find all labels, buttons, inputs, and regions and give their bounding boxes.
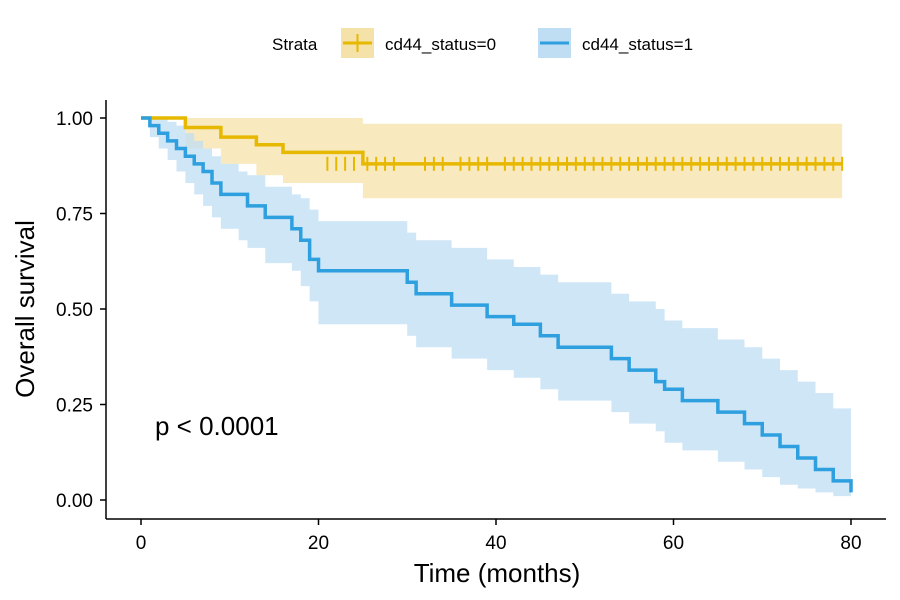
survival-lines bbox=[141, 116, 853, 493]
legend-item-1: cd44_status=1 bbox=[538, 28, 693, 58]
y-tick-label-0: 0.00 bbox=[56, 491, 93, 512]
censor-marks bbox=[326, 156, 844, 171]
x-axis-title: Time (months) bbox=[414, 558, 581, 588]
survival-line-0 bbox=[141, 116, 843, 166]
y-tick-label-4: 1.00 bbox=[56, 109, 93, 130]
y-ticks: 0.00 0.25 0.50 0.75 1.00 bbox=[56, 109, 106, 512]
y-tick-label-3: 0.75 bbox=[56, 205, 93, 226]
legend-item-0: cd44_status=0 bbox=[341, 28, 496, 58]
confidence-band-1 bbox=[141, 118, 851, 500]
legend-label-1: cd44_status=1 bbox=[582, 35, 693, 54]
confidence-bands bbox=[141, 118, 851, 500]
y-tick-label-2: 0.50 bbox=[56, 300, 93, 321]
x-ticks: 0 20 40 60 80 bbox=[136, 519, 862, 554]
x-tick-label-1: 20 bbox=[308, 533, 329, 554]
p-value-annotation: p < 0.0001 bbox=[155, 411, 279, 441]
x-tick-label-2: 40 bbox=[485, 533, 506, 554]
x-tick-label-3: 60 bbox=[663, 533, 684, 554]
legend: Strata cd44_status=0 cd44_status=1 bbox=[272, 28, 693, 58]
survival-line-1 bbox=[141, 116, 853, 493]
x-tick-label-0: 0 bbox=[136, 533, 147, 554]
confidence-band-0 bbox=[141, 118, 843, 199]
y-tick-label-1: 0.25 bbox=[56, 396, 93, 417]
legend-label-0: cd44_status=0 bbox=[385, 35, 496, 54]
y-axis-title: Overall survival bbox=[10, 220, 40, 398]
x-tick-label-4: 80 bbox=[840, 533, 861, 554]
legend-title: Strata bbox=[272, 35, 318, 54]
